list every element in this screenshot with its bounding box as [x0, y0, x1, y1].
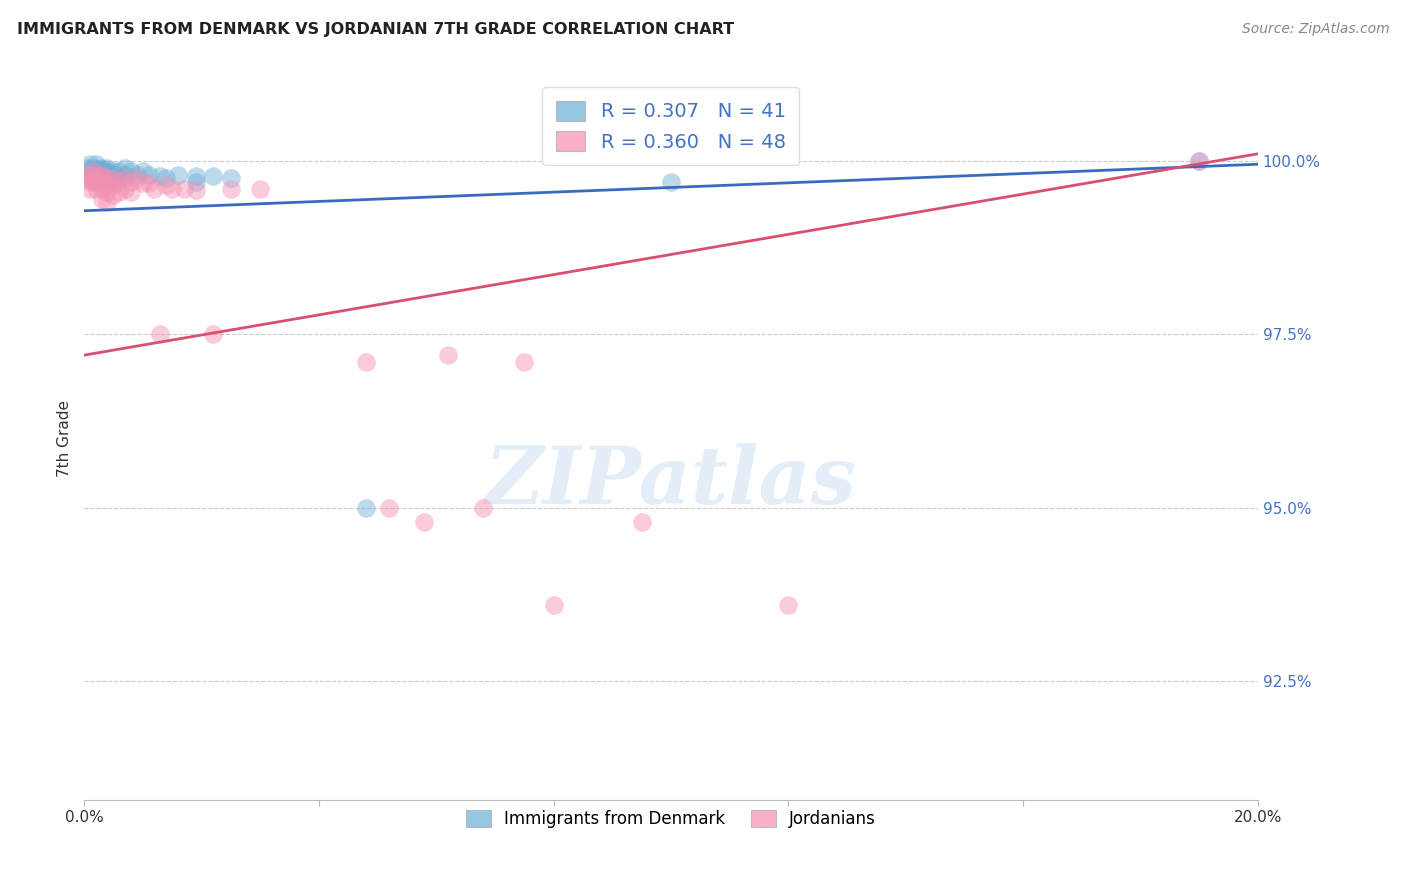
Point — [354, 355, 377, 369]
Point — [155, 178, 177, 192]
Point — [219, 171, 242, 186]
Point — [90, 181, 112, 195]
Point — [630, 515, 652, 529]
Point — [184, 183, 207, 197]
Y-axis label: 7th Grade: 7th Grade — [58, 400, 72, 477]
Point — [79, 171, 101, 186]
Point — [76, 171, 98, 186]
Point — [108, 175, 131, 189]
Point — [96, 171, 118, 186]
Point — [96, 185, 118, 199]
Point — [79, 181, 101, 195]
Point — [184, 175, 207, 189]
Point — [108, 185, 131, 199]
Point — [114, 161, 136, 175]
Point — [103, 171, 125, 186]
Point — [108, 164, 131, 178]
Point — [90, 171, 112, 186]
Point — [219, 181, 242, 195]
Point — [354, 500, 377, 515]
Point — [96, 164, 118, 178]
Point — [114, 168, 136, 182]
Point — [90, 168, 112, 182]
Point — [778, 598, 800, 612]
Point — [90, 161, 112, 175]
Point — [1188, 153, 1211, 168]
Point — [155, 171, 177, 186]
Point — [120, 164, 142, 178]
Point — [90, 168, 112, 182]
Point — [79, 168, 101, 182]
Point — [84, 168, 107, 182]
Point — [131, 176, 153, 190]
Point — [79, 175, 101, 189]
Point — [472, 500, 495, 515]
Point — [96, 161, 118, 175]
Point — [96, 178, 118, 192]
Point — [87, 162, 110, 177]
Point — [103, 178, 125, 192]
Text: Source: ZipAtlas.com: Source: ZipAtlas.com — [1241, 22, 1389, 37]
Point — [108, 171, 131, 186]
Point — [82, 168, 104, 182]
Point — [90, 164, 112, 178]
Point — [84, 175, 107, 189]
Point — [84, 164, 107, 178]
Point — [131, 164, 153, 178]
Point — [160, 181, 183, 195]
Point — [120, 185, 142, 199]
Point — [202, 169, 225, 183]
Point — [138, 176, 160, 190]
Point — [138, 168, 160, 182]
Point — [378, 500, 401, 515]
Point — [437, 348, 460, 362]
Point — [513, 355, 536, 369]
Point — [79, 157, 101, 171]
Point — [84, 157, 107, 171]
Point — [76, 161, 98, 175]
Point — [249, 181, 271, 195]
Point — [125, 171, 148, 186]
Point — [82, 161, 104, 175]
Point — [93, 164, 115, 178]
Point — [84, 168, 107, 182]
Point — [103, 164, 125, 178]
Text: IMMIGRANTS FROM DENMARK VS JORDANIAN 7TH GRADE CORRELATION CHART: IMMIGRANTS FROM DENMARK VS JORDANIAN 7TH… — [17, 22, 734, 37]
Point — [202, 327, 225, 342]
Point — [120, 175, 142, 189]
Point — [103, 168, 125, 182]
Point — [103, 175, 125, 189]
Point — [96, 195, 118, 210]
Point — [82, 175, 104, 189]
Point — [96, 171, 118, 186]
Point — [84, 175, 107, 189]
Point — [184, 169, 207, 183]
Point — [543, 598, 565, 612]
Point — [114, 181, 136, 195]
Point — [167, 168, 190, 182]
Point — [125, 168, 148, 182]
Point — [413, 515, 436, 529]
Point — [82, 164, 104, 178]
Text: ZIPatlas: ZIPatlas — [485, 443, 858, 521]
Point — [143, 181, 166, 195]
Point — [90, 175, 112, 189]
Legend: Immigrants from Denmark, Jordanians: Immigrants from Denmark, Jordanians — [460, 803, 883, 835]
Point — [173, 181, 195, 195]
Point — [659, 175, 682, 189]
Point — [1188, 153, 1211, 168]
Point — [90, 171, 112, 186]
Point — [103, 188, 125, 202]
Point — [149, 169, 172, 183]
Point — [79, 164, 101, 178]
Point — [84, 181, 107, 195]
Point — [90, 192, 112, 206]
Point — [114, 171, 136, 186]
Point — [149, 327, 172, 342]
